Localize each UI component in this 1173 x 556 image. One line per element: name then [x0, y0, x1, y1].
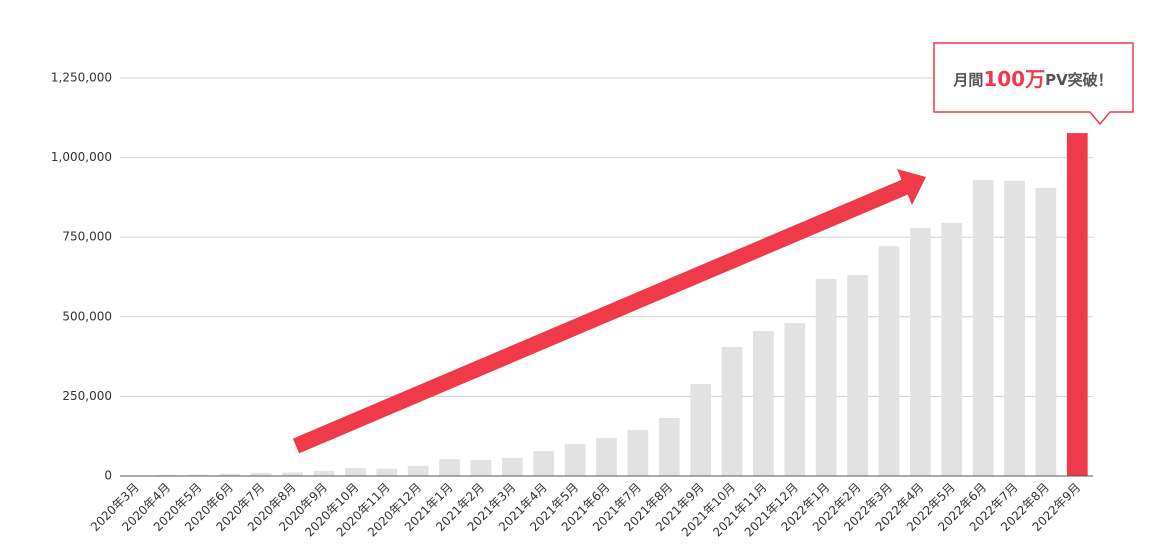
- y-tick-label: 0: [104, 469, 112, 483]
- bar: [439, 459, 460, 476]
- y-tick-label: 1,000,000: [51, 150, 112, 164]
- bar: [565, 444, 586, 476]
- bar: [471, 460, 492, 476]
- bar: [722, 347, 743, 476]
- bar: [1004, 181, 1025, 476]
- y-tick-label: 500,000: [62, 309, 112, 323]
- bar: [596, 438, 617, 476]
- bar: [659, 418, 680, 476]
- bar: [376, 469, 397, 476]
- bar: [973, 180, 994, 476]
- bar: [879, 246, 900, 476]
- callout: 月間100万PV突破！: [934, 43, 1133, 124]
- bar: [345, 468, 366, 476]
- callout-part: PV突破！: [1045, 71, 1113, 89]
- bar: [1067, 133, 1088, 476]
- callout-text: 月間100万PV突破！: [952, 67, 1112, 91]
- callout-part: 月間: [952, 71, 983, 89]
- bar: [816, 279, 837, 476]
- bar: [282, 472, 303, 476]
- bar: [502, 458, 523, 476]
- bar: [847, 275, 868, 476]
- bars: [125, 133, 1087, 476]
- bar: [910, 228, 931, 476]
- bar: [1036, 188, 1057, 476]
- bar: [533, 451, 554, 476]
- bar: [690, 384, 711, 476]
- y-tick-label: 1,250,000: [51, 71, 112, 85]
- bar: [784, 323, 805, 476]
- bar: [314, 471, 335, 476]
- y-tick-label: 750,000: [62, 230, 112, 244]
- bar: [408, 466, 429, 476]
- bar: [628, 430, 649, 476]
- bar: [941, 223, 962, 476]
- y-tick-label: 250,000: [62, 389, 112, 403]
- bar: [753, 331, 774, 476]
- callout-highlight: 100万: [983, 67, 1045, 91]
